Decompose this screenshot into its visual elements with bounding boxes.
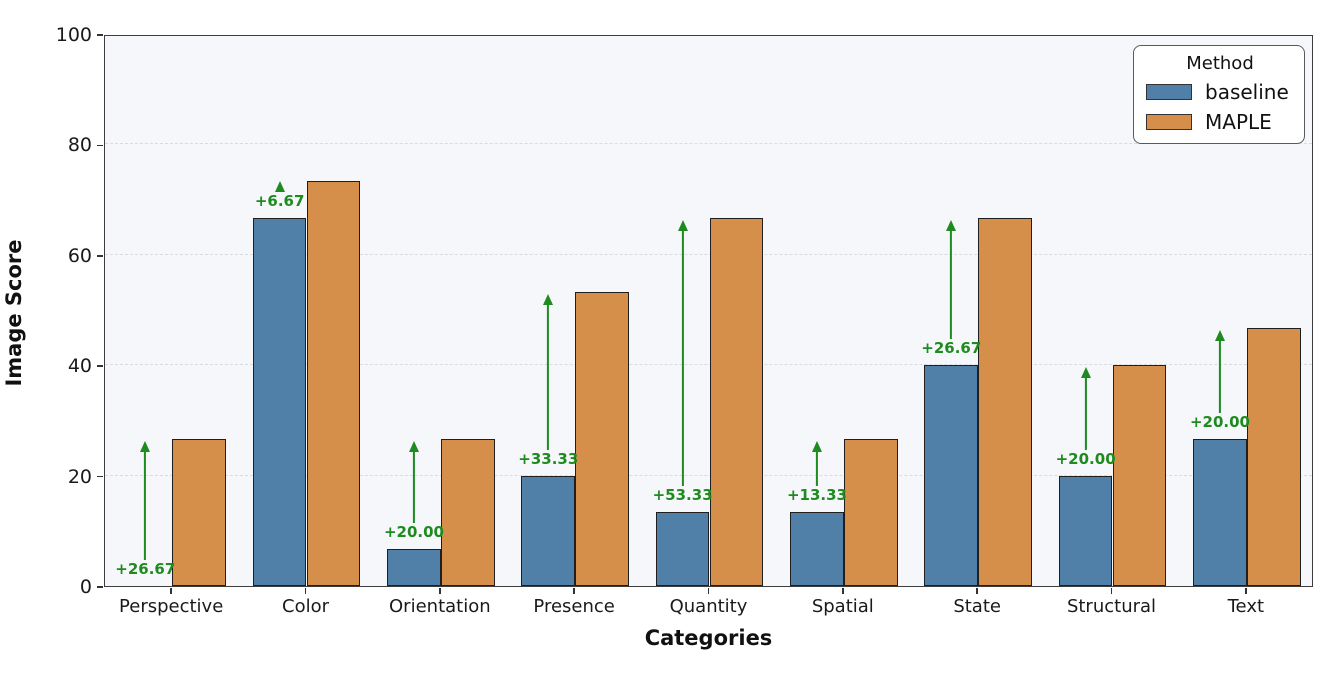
annotation-arrow-stem-Text [1218, 341, 1222, 413]
y-tick-mark-0 [97, 586, 103, 588]
x-tick-mark-1 [304, 588, 307, 594]
bar-baseline-Spatial [790, 512, 844, 586]
gridline-20 [105, 474, 1312, 476]
y-tick-label-40: 40 [67, 355, 92, 378]
annotation-arrow-stem-Orientation [412, 451, 416, 524]
annotation-arrow-head-Orientation [408, 440, 419, 452]
annotation-arrow-stem-State [950, 231, 953, 340]
y-tick-mark-100 [97, 34, 103, 36]
bar-MAPLE-Spatial [843, 438, 898, 586]
x-axis-label: Categories [644, 626, 773, 650]
annotation-arrow-head-Color [274, 180, 285, 192]
x-tick-label-5: Spatial [811, 596, 874, 617]
x-tick-label-1: Color [282, 596, 329, 617]
gridline-80 [105, 143, 1312, 145]
legend-row-baseline: baseline [1146, 80, 1294, 104]
legend-items: baseline MAPLE [1146, 80, 1294, 134]
annotation-arrow-head-State [946, 219, 957, 231]
x-tick-mark-3 [573, 588, 575, 594]
x-tick-label-3: Presence [533, 596, 615, 617]
bar-baseline-Presence [521, 475, 576, 586]
annotation-label-Perspective: +26.67 [115, 560, 176, 578]
bar-MAPLE-Color [306, 181, 361, 586]
y-axis-label: Image Score [2, 239, 26, 387]
x-tick-label-2: Orientation [389, 596, 491, 617]
y-tick-label-80: 80 [67, 134, 92, 157]
x-tick-label-8: Text [1227, 596, 1265, 617]
x-tick-mark-8 [1245, 588, 1247, 594]
y-tick-mark-40 [97, 365, 103, 367]
annotation-label-Text: +20.00 [1189, 412, 1250, 431]
annotation-label-Color: +6.67 [254, 191, 305, 210]
legend-swatch-baseline [1146, 84, 1192, 100]
bar-baseline-Orientation [387, 549, 441, 586]
bar-MAPLE-Text [1246, 328, 1301, 586]
y-tick-label-60: 60 [67, 244, 92, 267]
bar-MAPLE-State [978, 217, 1032, 586]
annotation-arrow-head-Spatial [811, 440, 822, 452]
legend-title: Method [1186, 53, 1254, 74]
annotation-label-State: +26.67 [921, 339, 982, 358]
annotation-arrow-head-Presence [543, 293, 554, 305]
annotation-label-Spatial: +13.33 [786, 486, 847, 505]
x-tick-label-0: Perspective [119, 596, 224, 617]
x-tick-mark-6 [976, 588, 978, 594]
legend: Method baseline MAPLE [1133, 45, 1305, 144]
y-tick-label-0: 0 [79, 576, 92, 598]
y-tick-mark-80 [97, 144, 103, 147]
bar-baseline-Text [1193, 438, 1247, 586]
annotation-arrow-stem-Quantity [681, 231, 684, 487]
x-tick-mark-0 [170, 588, 172, 594]
bar-MAPLE-Quantity [709, 217, 764, 586]
y-tick-mark-60 [97, 255, 103, 257]
annotation-arrow-head-Structural [1080, 367, 1091, 379]
bar-MAPLE-Orientation [440, 438, 495, 586]
x-tick-mark-5 [842, 588, 844, 594]
y-tick-label-20: 20 [67, 465, 92, 488]
annotation-arrow-head-Perspective [140, 440, 151, 452]
annotation-arrow-stem-Perspective [144, 451, 147, 560]
y-tick-mark-20 [97, 475, 103, 478]
legend-label-MAPLE: MAPLE [1205, 110, 1272, 134]
annotation-arrow-head-Quantity [677, 219, 688, 231]
plot-area: +26.67 +6.67 +20.00 +33.33 +53.33 +13.33 +26.6… [104, 35, 1313, 587]
bar-baseline-State [924, 365, 979, 586]
annotation-arrow-stem-Presence [547, 304, 550, 450]
bar-MAPLE-Perspective [172, 438, 226, 586]
x-tick-mark-7 [1110, 588, 1113, 594]
bar-baseline-Color [252, 217, 307, 586]
x-tick-label-6: State [953, 596, 1001, 617]
x-tick-label-7: Structural [1066, 596, 1157, 617]
annotation-arrow-stem-Structural [1084, 378, 1087, 450]
annotation-arrow-head-Text [1214, 330, 1225, 342]
annotation-arrow-stem-Spatial [815, 451, 819, 487]
legend-row-MAPLE: MAPLE [1146, 110, 1294, 134]
legend-label-baseline: baseline [1205, 80, 1289, 104]
bar-baseline-Quantity [655, 512, 710, 586]
gridline-60 [105, 253, 1312, 255]
annotation-label-Structural: +20.00 [1055, 449, 1116, 468]
annotation-label-Presence: +33.33 [518, 449, 579, 468]
gridline-40 [105, 364, 1312, 366]
x-tick-mark-2 [439, 588, 441, 594]
annotation-label-Orientation: +20.00 [383, 523, 444, 542]
legend-swatch-MAPLE [1146, 114, 1192, 130]
x-tick-label-4: Quantity [669, 596, 748, 617]
bar-MAPLE-Presence [575, 291, 629, 586]
y-tick-label-100: 100 [55, 24, 92, 46]
x-tick-mark-4 [707, 588, 710, 594]
bar-MAPLE-Structural [1112, 365, 1167, 586]
bar-baseline-Structural [1058, 475, 1113, 586]
annotation-label-Quantity: +53.33 [652, 486, 713, 505]
